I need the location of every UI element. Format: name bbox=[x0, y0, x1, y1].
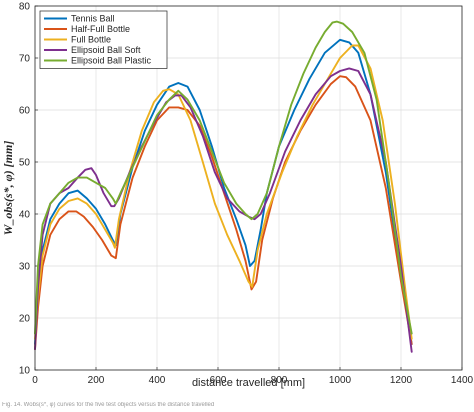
y-tick-label: 60 bbox=[19, 106, 31, 117]
chart-canvas: 0 200 400 600 800 1000 1200 1400 10 20 30 40 50 60 70… bbox=[1, 2, 474, 390]
figure-caption: Fig. 14. Wobs(s*, φ) curves for the five… bbox=[2, 402, 215, 408]
x-tick-label: 0 bbox=[32, 375, 38, 386]
x-tick-label: 400 bbox=[149, 375, 166, 386]
plot-frame bbox=[34, 5, 463, 371]
y-tick-label: 30 bbox=[19, 262, 31, 273]
y-tick-label: 40 bbox=[19, 210, 31, 221]
x-tick-label: 1200 bbox=[390, 375, 413, 386]
x-axis-label: distance travelled [mm] bbox=[192, 377, 305, 389]
legend-entry: Half-Full Bottle bbox=[71, 24, 130, 34]
series-line-half-full-bottle bbox=[34, 75, 413, 351]
legend-entry: Full Bottle bbox=[71, 35, 111, 45]
series-line-ellipsoid-ball-soft bbox=[34, 67, 413, 353]
y-tick-label: 10 bbox=[19, 366, 31, 377]
series-line-tennis-ball bbox=[34, 38, 413, 345]
y-axis-label: W_obs(s*, φ) [mm] bbox=[1, 141, 15, 236]
x-tick-label: 1000 bbox=[329, 375, 352, 386]
x-tick-label: 200 bbox=[88, 375, 105, 386]
y-tick-label: 20 bbox=[19, 314, 31, 325]
series-line-full-bottle bbox=[34, 44, 413, 340]
y-tick-labels: 10 20 30 40 50 60 70 80 bbox=[19, 2, 31, 377]
legend-entry: Ellipsoid Ball Soft bbox=[71, 45, 141, 55]
y-tick-label: 50 bbox=[19, 158, 31, 169]
series-line-ellipsoid-ball-plastic bbox=[34, 20, 413, 335]
y-tick-label: 80 bbox=[19, 2, 31, 13]
x-tick-label: 1400 bbox=[451, 375, 474, 386]
legend-entry: Ellipsoid Ball Plastic bbox=[71, 56, 152, 66]
series-group bbox=[34, 20, 413, 353]
y-tick-label: 70 bbox=[19, 54, 31, 65]
x-tick-label: 600 bbox=[210, 375, 227, 386]
legend-entry: Tennis Ball bbox=[71, 14, 115, 24]
x-tick-label: 800 bbox=[271, 375, 288, 386]
x-tick-labels: 0 200 400 600 800 1000 1200 1400 bbox=[32, 375, 473, 386]
